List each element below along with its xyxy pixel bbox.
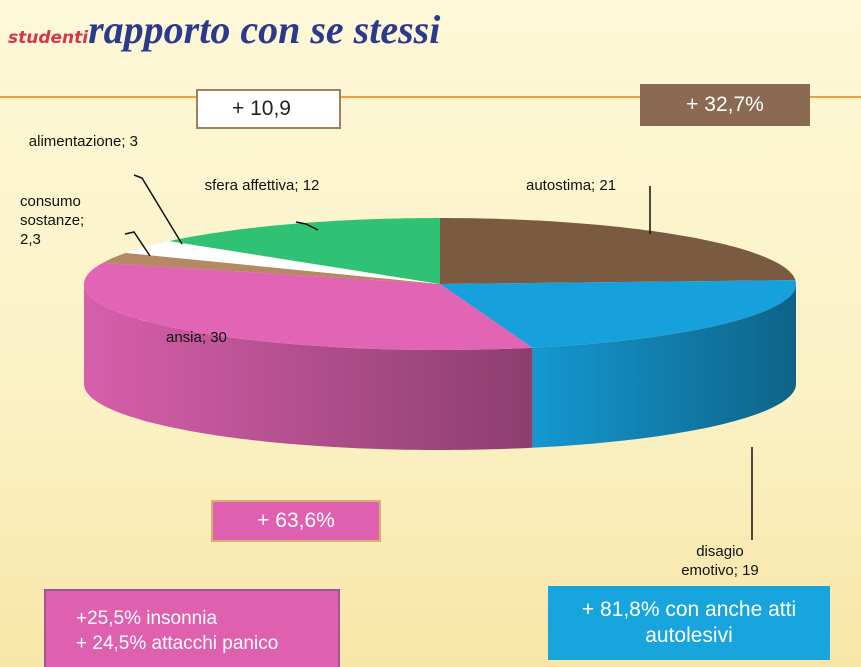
annotation-box: + 10,9 <box>196 89 341 129</box>
annotation: + 81,8% con anche atti autolesivi <box>581 598 797 647</box>
leader-lines <box>124 174 753 540</box>
annotation: +25,5% insonnia <box>76 608 218 629</box>
leader-line <box>124 231 151 257</box>
title-block: studentirapporto con se stessi <box>8 6 440 53</box>
slice-side <box>84 284 533 450</box>
slice <box>440 280 796 348</box>
slice <box>169 218 440 284</box>
annotation-box: + 63,6% <box>211 500 381 542</box>
data-label: disagio emotivo; 19 <box>681 543 759 579</box>
subtitle: studenti <box>8 28 89 48</box>
annotation-box: +25,5% insonnia + 24,5% attacchi panico <box>44 589 340 667</box>
data-label: alimentazione; 3 <box>28 133 138 150</box>
slice <box>126 241 440 284</box>
data-label: consumo sostanze; 2,3 <box>20 193 85 248</box>
data-label: sfera affettiva; 12 <box>204 177 320 194</box>
data-label: autostima; 21 <box>526 177 617 194</box>
data-label: ansia; 30 <box>166 329 227 346</box>
annotation: + 24,5% attacchi panico <box>76 633 279 654</box>
annotation: + 10,9 <box>232 97 291 120</box>
annotation: + 63,6% <box>257 509 335 532</box>
slice <box>440 218 796 284</box>
leader-line <box>295 221 319 231</box>
slice <box>102 252 440 284</box>
annotation-box: + 32,7% <box>640 84 810 126</box>
annotation: + 32,7% <box>686 93 764 116</box>
slice <box>84 262 533 350</box>
slice-side <box>532 284 796 448</box>
chart-title: rapporto con se stessi <box>88 7 441 52</box>
annotation-box: + 81,8% con anche atti autolesivi <box>548 586 830 660</box>
leader-line <box>133 174 183 245</box>
